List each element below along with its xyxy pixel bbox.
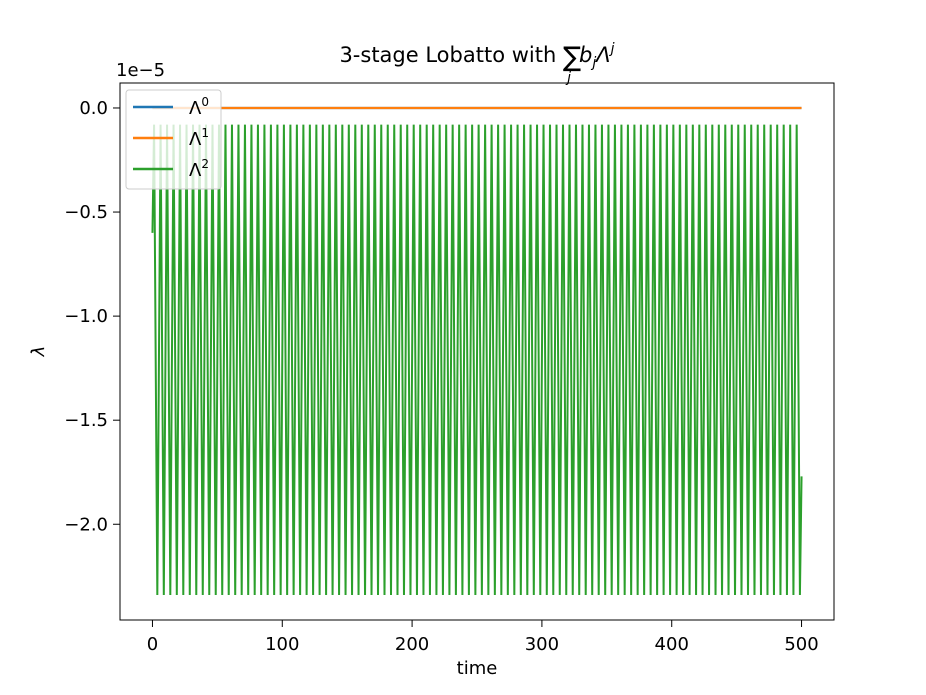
legend: Λ0 Λ1 Λ2: [125, 89, 222, 190]
x-tick-label: 200: [395, 634, 429, 655]
y-tick-label: −1.5: [64, 410, 108, 431]
series-group: [151, 106, 803, 596]
legend-label-0: Λ0: [189, 95, 209, 119]
series-line-2: [151, 124, 803, 596]
x-tick-label: 0: [147, 634, 158, 655]
axes-frame: [119, 82, 835, 621]
legend-label-1: Λ1: [189, 126, 209, 150]
x-tick-label: 500: [784, 634, 818, 655]
title-sum-index: j: [565, 70, 571, 86]
title-term-lambda: Λ: [594, 43, 610, 67]
chart-title: 3-stage Lobatto with ∑ jbjΛj: [339, 41, 614, 86]
title-term-b-sub: j: [590, 55, 596, 71]
y-tick-label: −0.5: [64, 202, 108, 223]
y-offset-text: 1e−5: [116, 60, 165, 81]
title-prefix: 3-stage Lobatto with: [339, 43, 563, 67]
y-tick-label: −2.0: [64, 514, 108, 535]
x-tick-label: 300: [525, 634, 559, 655]
legend-box: [125, 89, 222, 190]
plot-area: [151, 106, 803, 596]
title-sum-symbol: ∑: [563, 42, 581, 73]
y-tick-label: 0.0: [79, 98, 108, 119]
x-tick-label: 400: [655, 634, 689, 655]
x-axis-label: time: [457, 658, 498, 679]
y-axis-label: λ: [28, 346, 49, 358]
y-axis-ticks: 0.0 −0.5 −1.0 −1.5 −2.0: [64, 98, 120, 535]
x-axis-ticks: 0 100 200 300 400 500: [147, 620, 819, 655]
x-tick-label: 100: [265, 634, 299, 655]
title-term-lambda-sup: j: [609, 41, 615, 57]
y-tick-label: −1.0: [64, 306, 108, 327]
title-term-b: b: [579, 43, 592, 67]
legend-label-2: Λ2: [189, 157, 209, 181]
